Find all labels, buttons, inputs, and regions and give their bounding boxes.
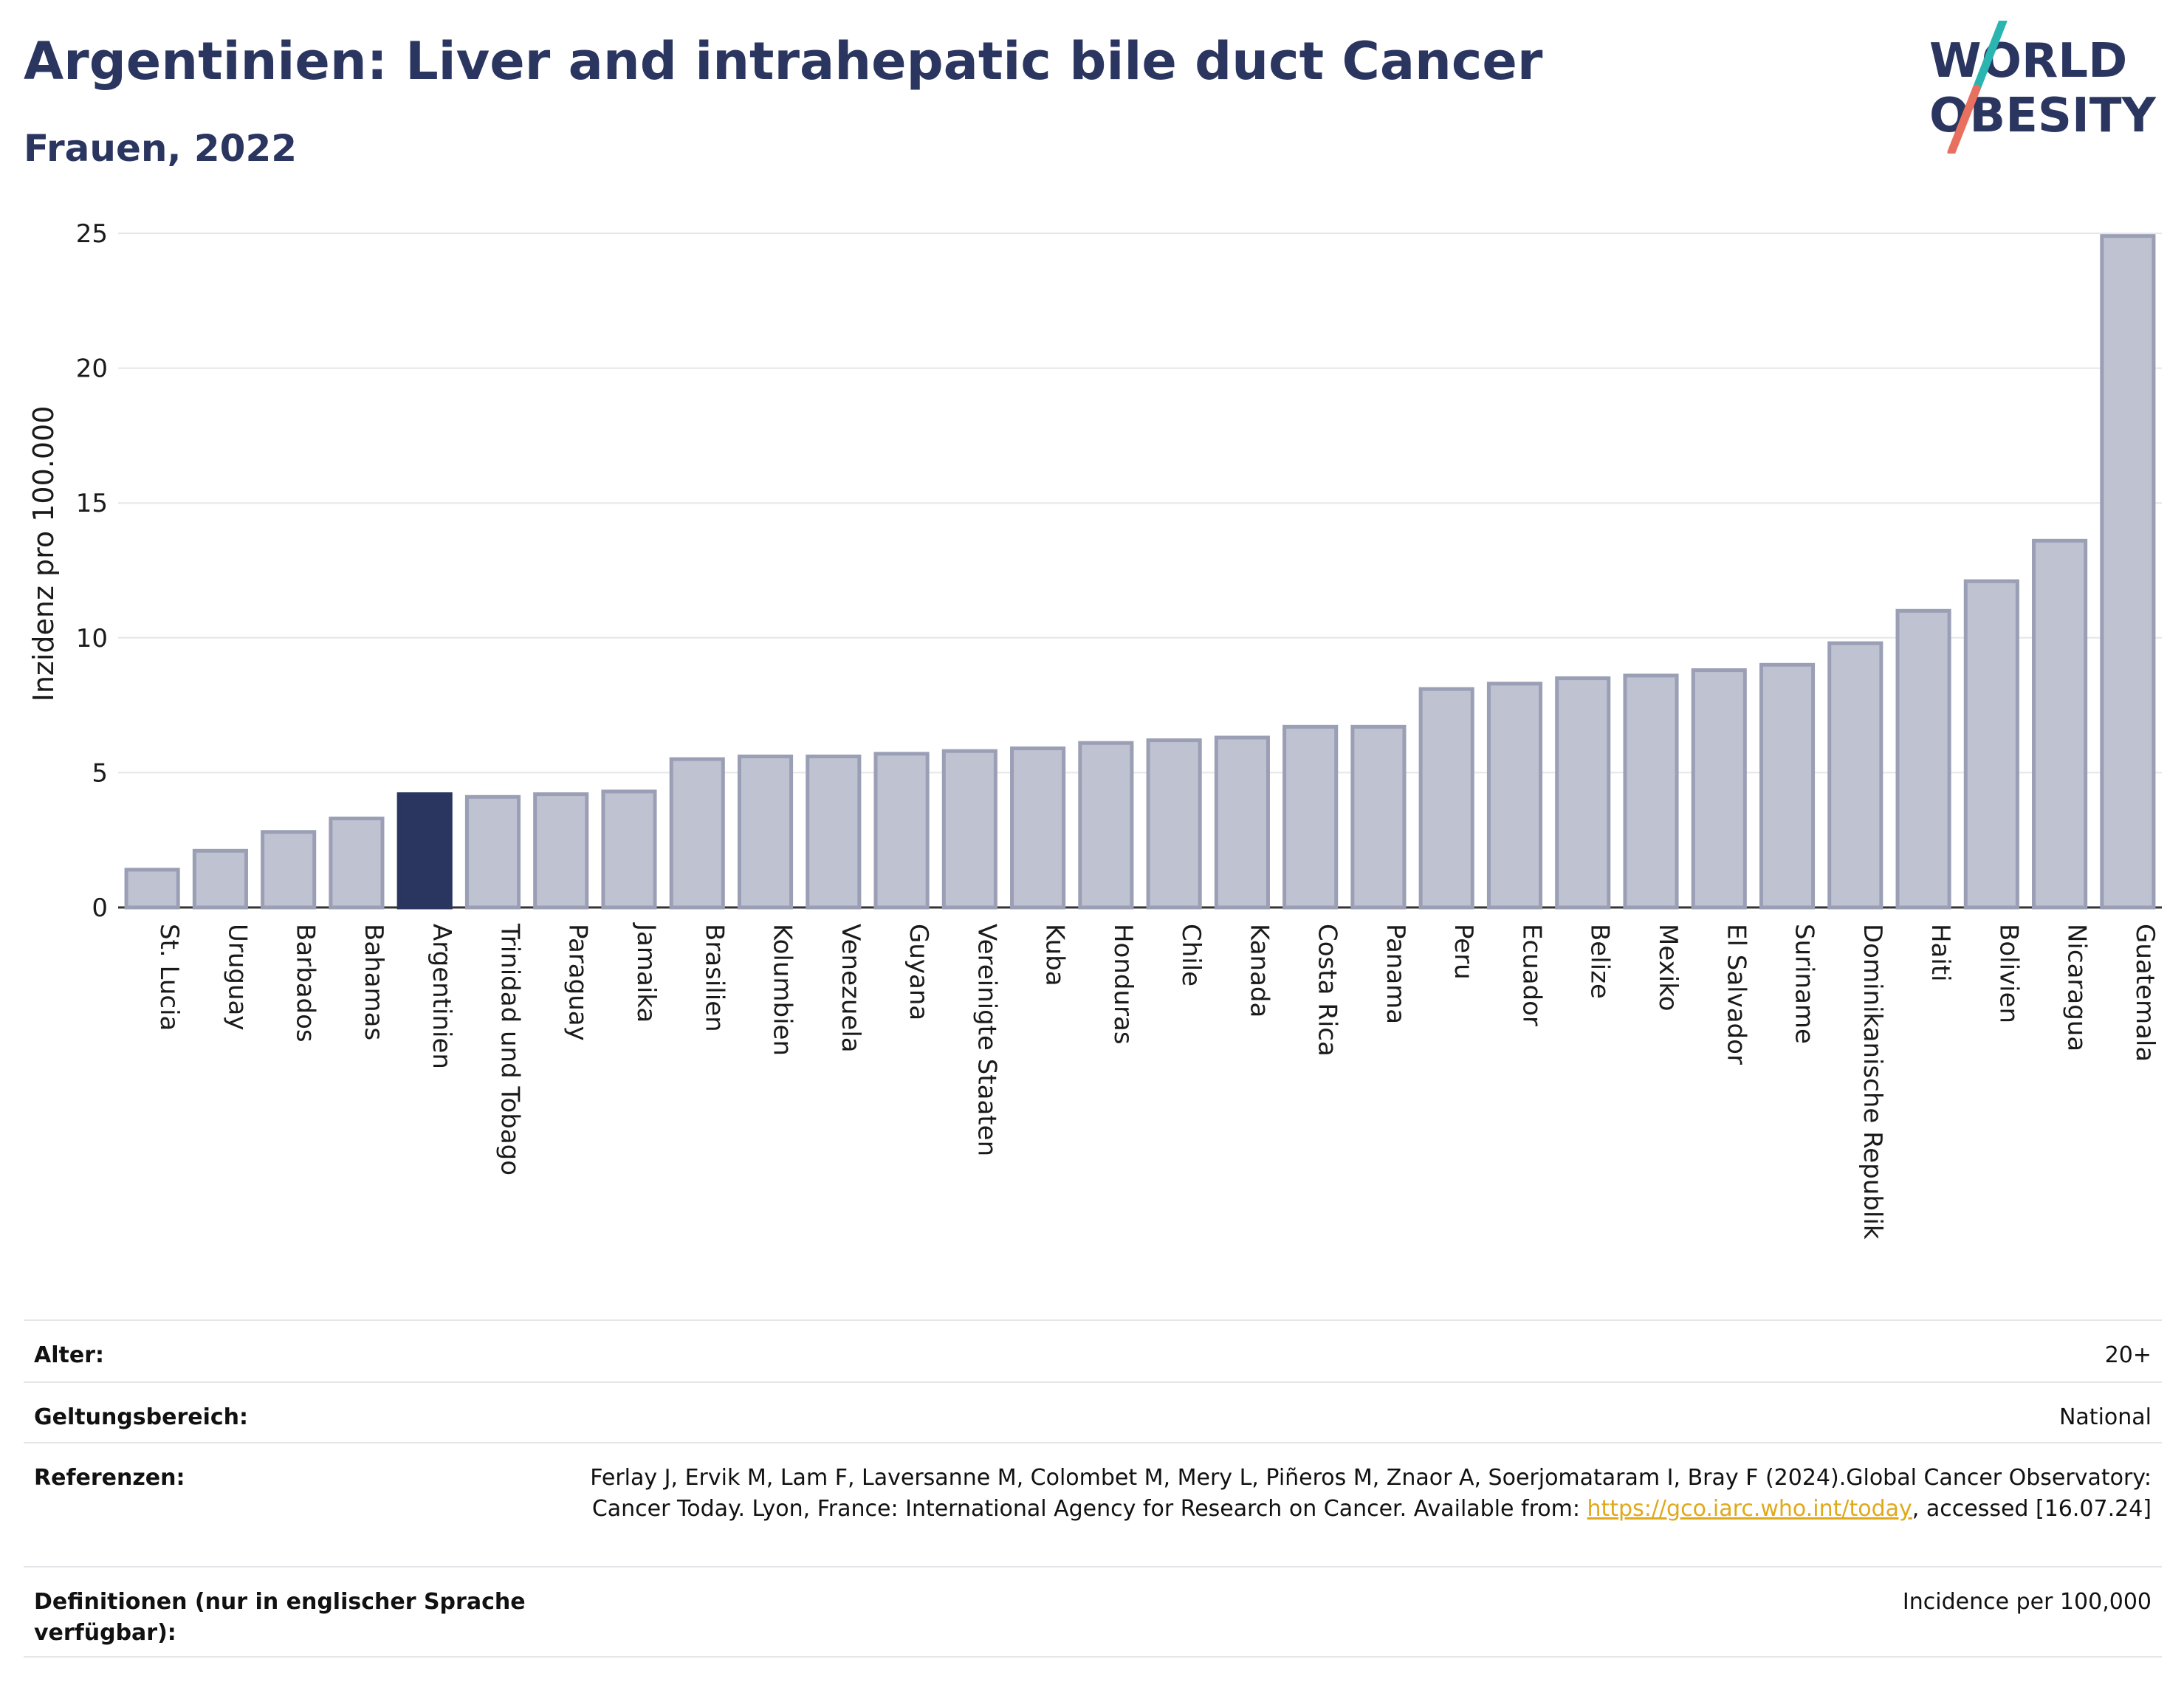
bar-uruguay [192, 848, 248, 910]
bar-trinidad-und-tobago [464, 794, 521, 910]
bar-bolivien [1963, 579, 2019, 910]
x-tick-label: Brasilien [699, 924, 729, 1032]
x-tick-label: Kuba [1040, 924, 1070, 986]
bar-el-salvador [1691, 668, 1747, 910]
bar-nicaragua [2032, 538, 2088, 910]
chart-title: Argentinien: Liver and intrahepatic bile… [24, 31, 1543, 92]
y-tick-label: 25 [76, 219, 108, 249]
bar-bahamas [329, 816, 385, 910]
y-axis-labels: 0 5 10 15 20 25 [76, 219, 108, 923]
x-tick-label: Ecuador [1517, 924, 1546, 1026]
bar-chart: St. Lucia Uruguay Barbados Bahamas Argentini… [27, 219, 2162, 1240]
y-tick-label: 10 [76, 624, 108, 653]
x-tick-label: Jamaika [631, 922, 661, 1023]
x-tick-label: Chile [1176, 924, 1206, 986]
meta-row-references: Referenzen: Ferlay J, Ervik M, Lam F, La… [24, 1442, 2162, 1566]
bar-brasilien [669, 757, 725, 910]
meta-value-definitions: Incidence per 100,000 [1902, 1589, 2152, 1615]
world-obesity-logo: WORLD OBESITY [1929, 21, 2156, 154]
x-tick-label: Suriname [1790, 924, 1819, 1044]
x-tick-label: Kolumbien [768, 924, 797, 1056]
x-tick-label: Kanada [1244, 924, 1274, 1017]
bar-haiti [1895, 608, 1951, 910]
x-tick-label: Peru [1449, 924, 1478, 980]
bar-paraguay [533, 792, 589, 910]
x-tick-label: Uruguay [222, 924, 252, 1031]
bar-honduras [1078, 741, 1134, 910]
grid-lines [118, 233, 2162, 909]
logo-slash-bottom [1947, 84, 1981, 154]
x-tick-label: Belize [1585, 924, 1615, 999]
x-tick-label: Costa Rica [1313, 924, 1342, 1057]
x-axis-labels: St. Lucia Uruguay Barbados Bahamas Argentini… [154, 922, 2160, 1240]
bar-kolumbien [737, 754, 794, 910]
x-tick-label: Barbados [291, 924, 320, 1043]
x-tick-label: Nicaragua [2062, 924, 2092, 1051]
meta-row-scope: Geltungsbereich: National [24, 1381, 2162, 1442]
chart-subtitle: Frauen, 2022 [24, 127, 298, 170]
bar-kuba [1010, 746, 1066, 910]
reference-link[interactable]: https://gco.iarc.who.int/today [1587, 1496, 1912, 1522]
bar-costa-rica [1282, 724, 1339, 910]
x-tick-label: Venezuela [836, 924, 865, 1053]
logo-line1: WORLD [1929, 34, 2127, 89]
bar-barbados [261, 830, 317, 910]
meta-value-references: Ferlay J, Ervik M, Lam F, Laversanne M, … [586, 1463, 2152, 1550]
x-tick-label: Bahamas [359, 924, 388, 1040]
bars [124, 234, 2156, 910]
x-tick-label: Panama [1381, 924, 1410, 1024]
x-tick-label: Haiti [1926, 924, 1955, 982]
reference-accessed: , accessed [16.07.24] [1912, 1496, 2152, 1522]
x-tick-label: El Salvador [1721, 924, 1751, 1065]
meta-row-age: Alter: 20+ [24, 1319, 2162, 1381]
meta-key-age: Alter: [34, 1342, 104, 1368]
bar-panama [1350, 724, 1407, 910]
bar-chile [1146, 738, 1202, 910]
x-tick-label: Guyana [904, 924, 933, 1020]
bar-ecuador [1486, 682, 1543, 910]
meta-key-definitions: Definitionen (nur in englischer Sprache … [34, 1589, 526, 1646]
meta-key-scope: Geltungsbereich: [34, 1404, 249, 1430]
reference-text: Ferlay J, Ervik M, Lam F, Laversanne M, … [590, 1465, 2152, 1522]
bar-suriname [1759, 662, 1816, 910]
bar-vereinigte-staaten [941, 749, 997, 910]
bar-st-lucia [124, 868, 180, 910]
bar-argentinien [396, 792, 453, 910]
x-tick-label: Vereinigte Staaten [972, 924, 1001, 1156]
y-tick-label: 15 [76, 489, 108, 518]
x-tick-label: Paraguay [563, 924, 593, 1041]
x-tick-label: Argentinien [427, 924, 456, 1069]
bar-mexiko [1623, 673, 1679, 910]
meta-value-scope: National [2058, 1404, 2152, 1430]
x-tick-label: Mexiko [1653, 924, 1683, 1012]
x-tick-label: St. Lucia [154, 924, 184, 1031]
bar-venezuela [806, 754, 862, 910]
bar-belize [1555, 676, 1611, 910]
y-tick-label: 20 [76, 354, 108, 384]
meta-row-definitions: Definitionen (nur in englischer Sprache … [24, 1566, 2162, 1658]
bar-kanada [1214, 735, 1270, 910]
x-tick-label: Guatemala [2130, 924, 2160, 1062]
x-tick-label: Trinidad und Tobago [495, 923, 524, 1175]
bar-dominikanische-republik [1827, 641, 1883, 910]
x-tick-label: Dominikanische Republik [1858, 924, 1887, 1240]
metadata-table: Alter: 20+ Geltungsbereich: National Ref… [24, 1319, 2162, 1658]
y-tick-label: 0 [92, 893, 108, 923]
bar-guatemala [2100, 234, 2156, 910]
bar-guyana [873, 752, 930, 910]
meta-value-age: 20+ [2104, 1342, 2152, 1368]
bar-jamaika [601, 789, 657, 910]
y-tick-label: 5 [92, 758, 108, 788]
bar-peru [1418, 687, 1474, 910]
meta-key-references: Referenzen: [34, 1465, 185, 1491]
x-tick-label: Bolivien [1994, 924, 2023, 1023]
x-tick-label: Honduras [1108, 924, 1138, 1045]
logo-slash-top [1972, 21, 2008, 93]
y-axis-title: Inzidenz pro 100.000 [27, 406, 60, 702]
